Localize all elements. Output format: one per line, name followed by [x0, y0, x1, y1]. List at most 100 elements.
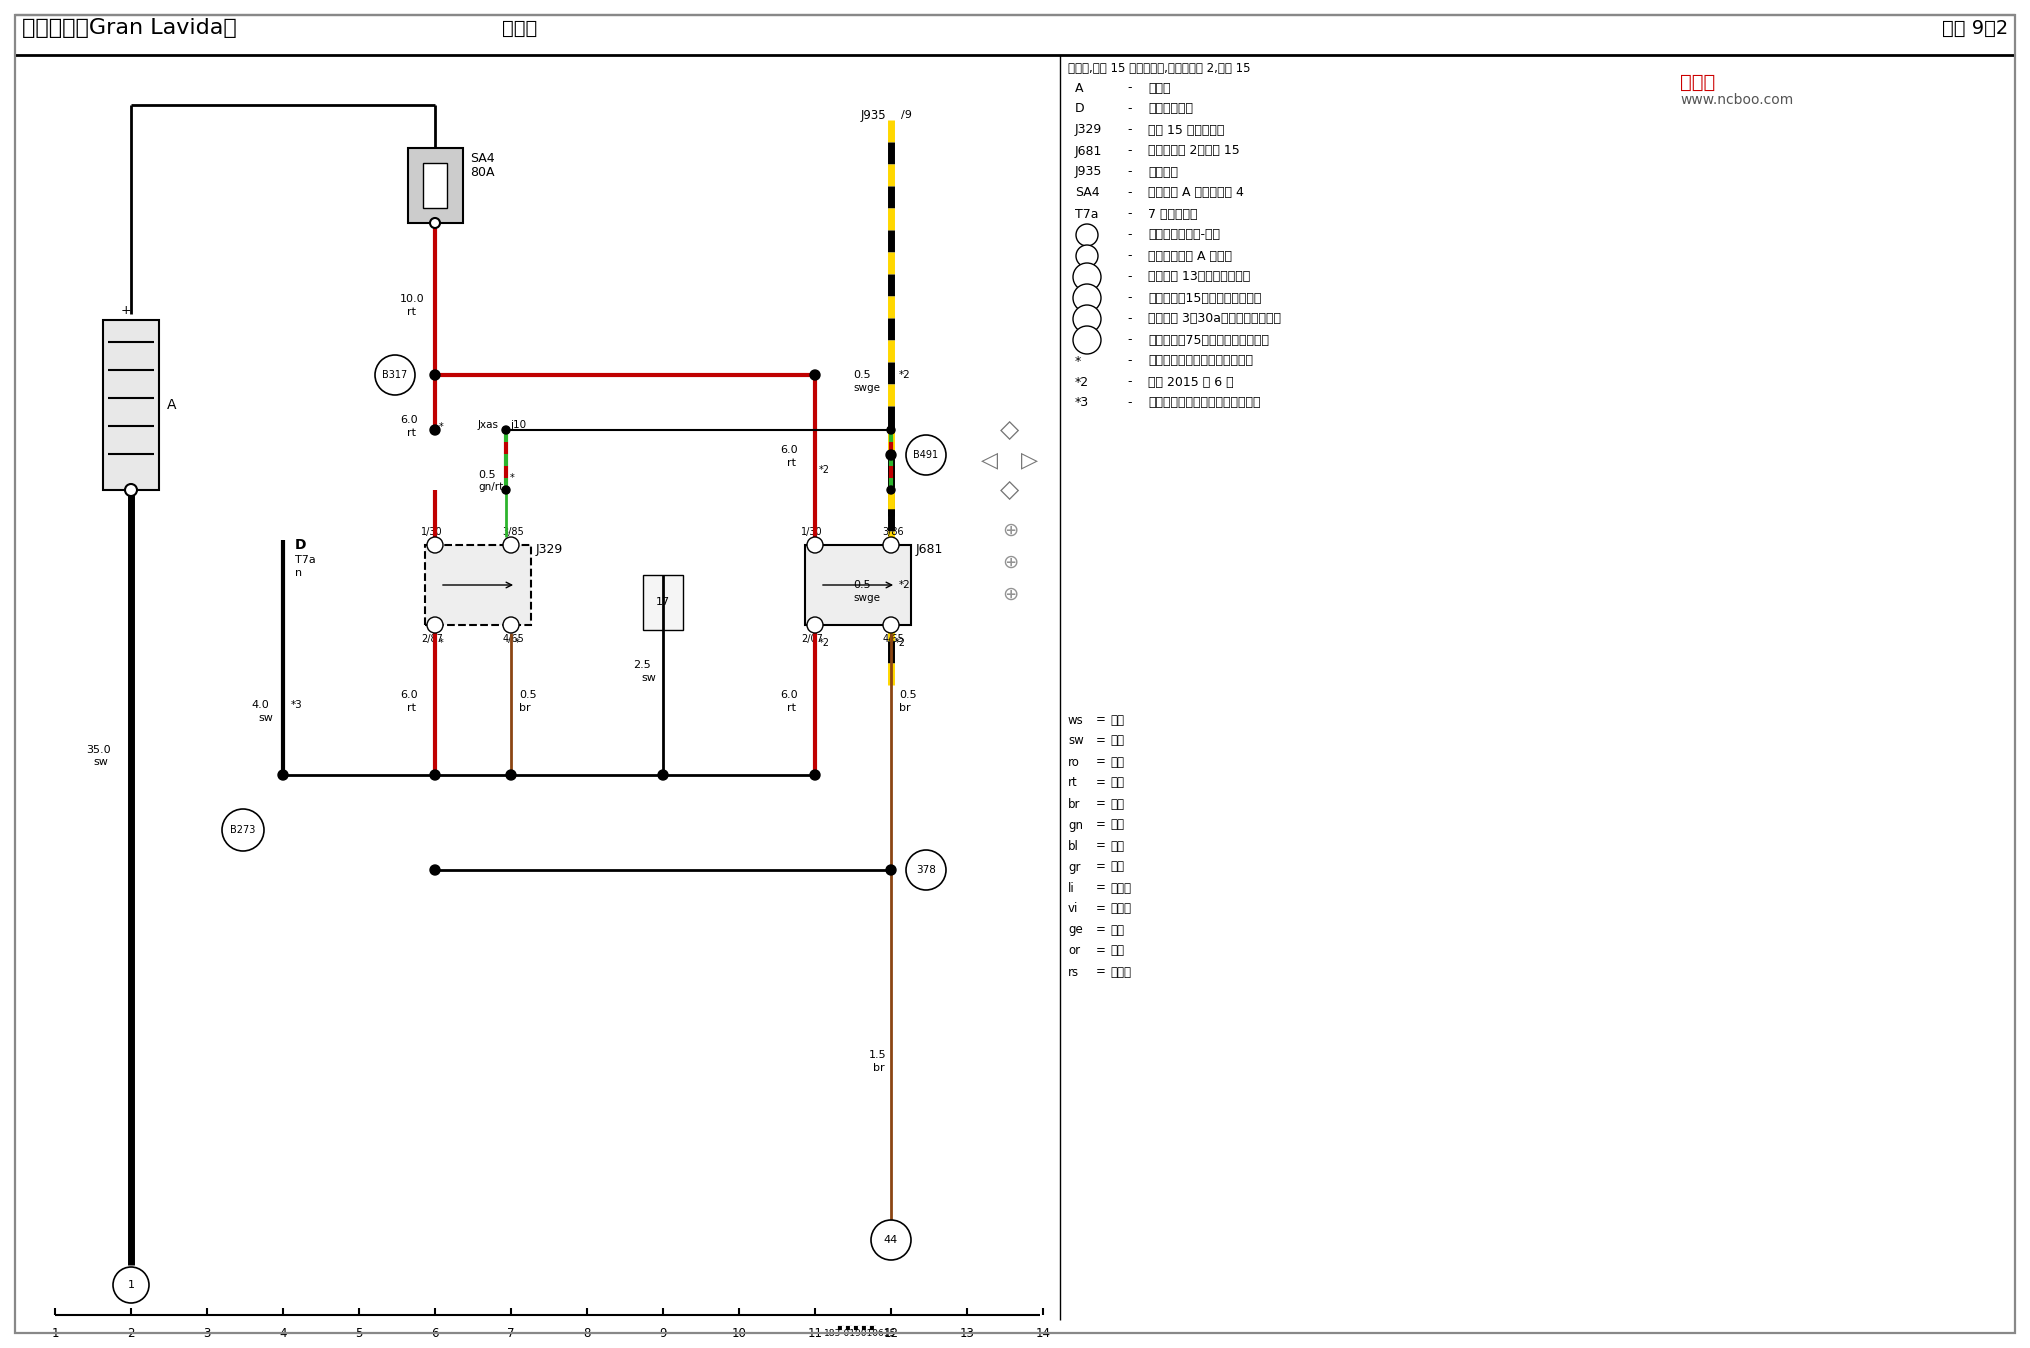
Text: 2/07: 2/07: [802, 634, 822, 644]
Text: *3: *3: [290, 700, 302, 710]
Text: -: -: [1129, 144, 1133, 158]
Text: *2: *2: [895, 638, 905, 648]
Text: *2: *2: [899, 580, 911, 590]
Text: 7 芯插头连接: 7 芯插头连接: [1149, 208, 1198, 221]
Text: br: br: [899, 704, 911, 713]
Text: *: *: [438, 422, 445, 431]
Text: sw: sw: [93, 758, 108, 767]
Text: =: =: [1096, 903, 1106, 915]
Circle shape: [503, 617, 520, 634]
Text: 0.5: 0.5: [899, 690, 918, 700]
Text: =: =: [1096, 713, 1106, 727]
Circle shape: [430, 369, 441, 380]
Text: -: -: [1129, 271, 1133, 283]
Text: =: =: [1096, 965, 1106, 979]
Text: 9: 9: [660, 1326, 666, 1340]
Text: 供电继电器 2，端子 15: 供电继电器 2，端子 15: [1149, 144, 1240, 158]
Text: 电路图: 电路图: [501, 19, 538, 38]
Circle shape: [114, 1267, 148, 1304]
Circle shape: [810, 770, 820, 780]
Text: ◇: ◇: [1001, 479, 1019, 501]
Text: swge: swge: [853, 383, 879, 394]
Bar: [422, 163, 447, 208]
Text: 3/85: 3/85: [501, 527, 524, 537]
Text: D: D: [294, 538, 307, 551]
Text: B491: B491: [914, 450, 938, 460]
Text: 378: 378: [916, 865, 936, 875]
Text: 蓄电池: 蓄电池: [1149, 81, 1171, 94]
Circle shape: [883, 617, 899, 634]
Text: 橙色: 橙色: [1110, 945, 1125, 957]
Text: 17: 17: [656, 597, 670, 607]
Circle shape: [1076, 245, 1098, 267]
Circle shape: [658, 770, 668, 780]
Text: 灰色: 灰色: [1110, 860, 1125, 874]
Text: *: *: [438, 638, 445, 648]
Text: br: br: [873, 1064, 885, 1073]
Text: 蓝色: 蓝色: [1110, 840, 1125, 852]
Text: -: -: [1129, 208, 1133, 221]
Text: ⊕: ⊕: [1003, 553, 1019, 572]
Text: *2: *2: [899, 369, 911, 380]
Text: -: -: [1129, 124, 1133, 136]
Circle shape: [885, 450, 895, 460]
Text: 4/65: 4/65: [883, 634, 903, 644]
Text: =: =: [1096, 860, 1106, 874]
Text: 6.0: 6.0: [400, 415, 418, 425]
Text: br: br: [520, 704, 530, 713]
Text: J681: J681: [916, 543, 944, 557]
Text: 8: 8: [583, 1326, 591, 1340]
Text: rt: rt: [406, 429, 416, 438]
Circle shape: [501, 487, 510, 493]
Text: sw: sw: [641, 673, 656, 683]
Text: ⊕: ⊕: [1003, 585, 1019, 604]
Text: -: -: [1129, 102, 1133, 116]
Circle shape: [1074, 305, 1100, 333]
Text: -: -: [1129, 229, 1133, 241]
Text: 6.0: 6.0: [400, 690, 418, 700]
Text: 淡紫色: 淡紫色: [1110, 903, 1131, 915]
Text: +: +: [120, 303, 132, 317]
Text: 0.5: 0.5: [520, 690, 536, 700]
Text: 0.5: 0.5: [477, 470, 495, 480]
Text: -: -: [1129, 186, 1133, 200]
Text: 3: 3: [203, 1326, 211, 1340]
Bar: [806, 545, 911, 625]
Text: =: =: [1096, 776, 1106, 790]
Bar: [644, 576, 682, 630]
Text: 12: 12: [883, 1326, 899, 1340]
Text: 搭铁连接 13，在主导线束中: 搭铁连接 13，在主导线束中: [1149, 271, 1250, 283]
Text: B317: B317: [382, 369, 408, 380]
Circle shape: [1074, 263, 1100, 291]
Text: A: A: [166, 398, 177, 412]
Circle shape: [1074, 284, 1100, 311]
Circle shape: [1074, 326, 1100, 355]
Text: *2: *2: [818, 638, 830, 648]
Circle shape: [426, 537, 443, 553]
Text: 1/30: 1/30: [802, 527, 822, 537]
Text: 端子 15 供电继电器: 端子 15 供电继电器: [1149, 124, 1224, 136]
Circle shape: [1076, 224, 1098, 245]
Circle shape: [883, 537, 899, 553]
Text: rt: rt: [406, 704, 416, 713]
Text: 378: 378: [1078, 272, 1096, 282]
Text: -: -: [1129, 81, 1133, 94]
Text: =: =: [1096, 923, 1106, 937]
Text: 13: 13: [960, 1326, 974, 1340]
Text: 搭铁点，左侧 A 柱下部: 搭铁点，左侧 A 柱下部: [1149, 249, 1232, 263]
Text: 搭铁带，蓄电池-车身: 搭铁带，蓄电池-车身: [1149, 229, 1220, 241]
Text: j10: j10: [510, 421, 526, 430]
Circle shape: [808, 617, 822, 634]
Circle shape: [905, 851, 946, 890]
Text: rt: rt: [1068, 776, 1078, 790]
Text: -: -: [1129, 396, 1133, 410]
Text: ws: ws: [1068, 713, 1084, 727]
Text: li: li: [1068, 882, 1074, 895]
Text: 4/65: 4/65: [501, 634, 524, 644]
Text: sw: sw: [258, 713, 272, 723]
Circle shape: [810, 369, 820, 380]
Circle shape: [376, 355, 414, 395]
Text: 0.5: 0.5: [853, 369, 871, 380]
Text: ◁: ◁: [980, 450, 999, 470]
Text: B317: B317: [1076, 314, 1098, 324]
